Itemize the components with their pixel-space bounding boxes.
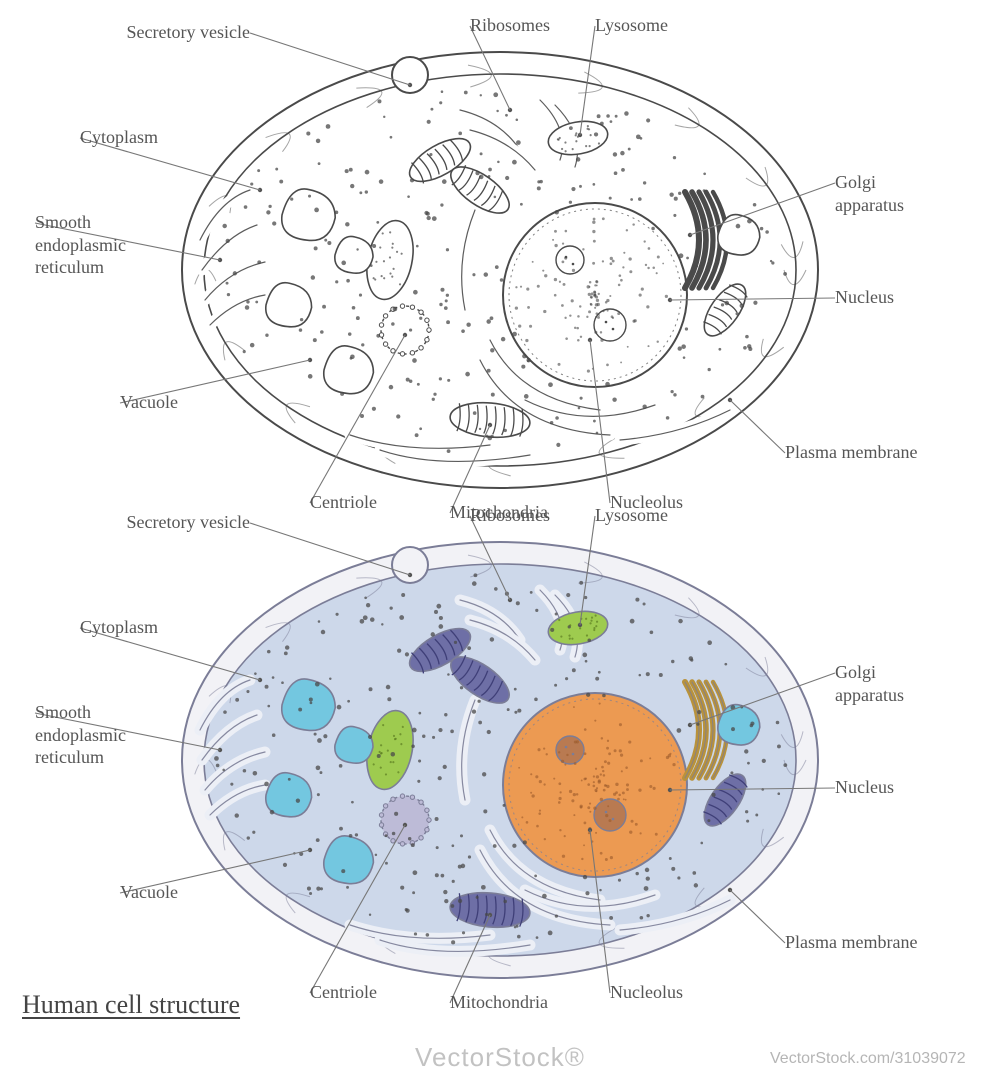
label-centriole: Centriole xyxy=(310,981,377,1004)
label-lysosome: Lysosome xyxy=(595,14,668,37)
label-ribosomes: Ribosomes xyxy=(470,14,550,37)
diagram-title: Human cell structure xyxy=(22,990,240,1020)
label-cytoplasm: Cytoplasm xyxy=(80,126,158,149)
label-nucleus: Nucleus xyxy=(835,286,894,309)
label-centriole: Centriole xyxy=(310,491,377,514)
label-vacuole: Vacuole xyxy=(120,881,178,904)
label-secretory_vesicle: Secretory vesicle xyxy=(127,511,250,534)
label-nucleus: Nucleus xyxy=(835,776,894,799)
cell-color xyxy=(182,542,818,978)
image-id-text: VectorStock.com/31039072 xyxy=(770,1050,966,1068)
diagram-canvas xyxy=(0,0,1000,1080)
label-golgi: Golgi apparatus xyxy=(835,661,904,706)
label-plasma: Plasma membrane xyxy=(785,441,917,464)
label-ribosomes: Ribosomes xyxy=(470,504,550,527)
cell-bw xyxy=(182,52,818,488)
label-vacuole: Vacuole xyxy=(120,391,178,414)
label-lysosome: Lysosome xyxy=(595,504,668,527)
label-nucleolus: Nucleolus xyxy=(610,981,683,1004)
cell-diagram-svg xyxy=(0,0,1000,1080)
label-secretory_vesicle: Secretory vesicle xyxy=(127,21,250,44)
label-golgi: Golgi apparatus xyxy=(835,171,904,216)
label-cytoplasm: Cytoplasm xyxy=(80,616,158,639)
label-smooth_er: Smooth endoplasmic reticulum xyxy=(35,211,126,279)
label-smooth_er: Smooth endoplasmic reticulum xyxy=(35,701,126,769)
label-plasma: Plasma membrane xyxy=(785,931,917,954)
label-mitochondria: Mitochondria xyxy=(450,991,548,1014)
